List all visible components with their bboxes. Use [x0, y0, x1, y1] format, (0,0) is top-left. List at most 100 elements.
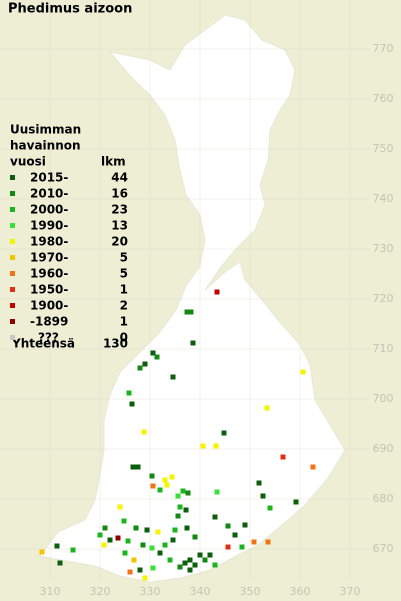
legend-label: 1970- [30, 251, 68, 265]
legend-count: 16 [111, 187, 128, 201]
occurrence-square [167, 557, 173, 563]
occurrence-square [293, 499, 299, 505]
occurrence-square [260, 493, 266, 499]
occurrence-square [142, 361, 148, 367]
occurrence-square [225, 544, 231, 550]
occurrence-square [102, 525, 108, 531]
occurrence-square [214, 289, 220, 295]
legend-count: 20 [111, 235, 128, 249]
occurrence-square [130, 464, 136, 470]
legend-swatch [10, 319, 15, 324]
legend-heading: Uusimman [10, 123, 81, 137]
occurrence-square [115, 535, 121, 541]
occurrence-square [180, 488, 186, 494]
occurrence-square [280, 454, 286, 460]
occurrence-square [239, 544, 245, 550]
x-tick-label: 310 [40, 585, 61, 598]
occurrence-square [175, 513, 181, 519]
legend-swatch [10, 239, 15, 244]
legend-swatch [10, 287, 15, 292]
occurrence-square [177, 564, 183, 570]
legend-count: 5 [120, 251, 128, 265]
occurrence-square [154, 354, 160, 360]
occurrence-square [192, 534, 198, 540]
occurrence-square [187, 567, 193, 573]
legend-total-label: Yhteensä [11, 337, 75, 351]
grid: 310 320 330 340 350 360 370 670 680 690 700 710 720 7… [39, 42, 394, 598]
occurrence-square [117, 504, 123, 510]
occurrence-square [135, 464, 141, 470]
occurrence-square [97, 532, 103, 538]
occurrence-square [157, 487, 163, 493]
legend: Phedimus aizoon Uusimman havainnon vuosi… [8, 2, 132, 351]
legend-count: 1 [120, 283, 128, 297]
occurrence-square [140, 542, 146, 548]
legend-total: 130 [103, 337, 128, 351]
occurrence-square [256, 480, 262, 486]
occurrence-square [300, 369, 306, 375]
occurrence-square [187, 557, 193, 563]
x-tick-label: 350 [240, 585, 261, 598]
occurrence-square [188, 309, 194, 315]
occurrence-square [149, 545, 155, 551]
occurrence-square [232, 532, 238, 538]
occurrence-square [70, 547, 76, 553]
legend-label: 2010- [30, 187, 68, 201]
y-tick-label: 770 [373, 42, 394, 55]
occurrence-square [265, 539, 271, 545]
occurrence-square [202, 557, 208, 563]
occurrence-points [39, 289, 316, 581]
occurrence-square [137, 365, 143, 371]
occurrence-square [192, 562, 198, 568]
legend-swatch [10, 335, 15, 340]
legend-label: -1899 [30, 315, 68, 329]
occurrence-square [54, 543, 60, 549]
y-tick-label: 670 [373, 542, 394, 555]
finland-outline [39, 14, 346, 583]
legend-count: 44 [111, 171, 128, 185]
y-tick-label: 700 [373, 392, 394, 405]
legend-swatch [10, 255, 15, 260]
occurrence-square [131, 557, 137, 563]
occurrence-square [183, 507, 189, 513]
occurrence-square [149, 473, 155, 479]
occurrence-square [184, 309, 190, 315]
legend-count: 5 [120, 267, 128, 281]
y-tick-label: 730 [373, 242, 394, 255]
occurrence-square [144, 527, 150, 533]
legend-swatch [10, 271, 15, 276]
legend-swatch [10, 223, 15, 228]
y-tick-label: 680 [373, 492, 394, 505]
legend-swatch [10, 303, 15, 308]
legend-label: 1960- [30, 267, 68, 281]
occurrence-square [150, 350, 156, 356]
occurrence-square [127, 569, 133, 575]
occurrence-square [225, 523, 231, 529]
occurrence-square [155, 529, 161, 535]
occurrence-square [182, 560, 188, 566]
legend-count: 0 [120, 331, 128, 345]
occurrence-square [170, 537, 176, 543]
legend-label: 1980- [30, 235, 68, 249]
occurrence-square [310, 464, 316, 470]
occurrence-square [264, 405, 270, 411]
occurrence-square [133, 525, 139, 531]
occurrence-square [190, 340, 196, 346]
occurrence-square [184, 525, 190, 531]
occurrence-square [177, 504, 183, 510]
legend-label: 1950- [30, 283, 68, 297]
occurrence-square [122, 550, 128, 556]
x-tick-label: 360 [290, 585, 311, 598]
legend-count: 2 [120, 299, 128, 313]
x-tick-label: 320 [90, 585, 111, 598]
legend-count-heading: lkm [101, 155, 126, 169]
occurrence-square [107, 537, 113, 543]
occurrence-square [212, 562, 218, 568]
legend-label: ??? [38, 331, 59, 345]
occurrence-square [197, 552, 203, 558]
occurrence-square [121, 518, 127, 524]
legend-swatch [10, 191, 15, 196]
x-tick-label: 370 [340, 585, 361, 598]
